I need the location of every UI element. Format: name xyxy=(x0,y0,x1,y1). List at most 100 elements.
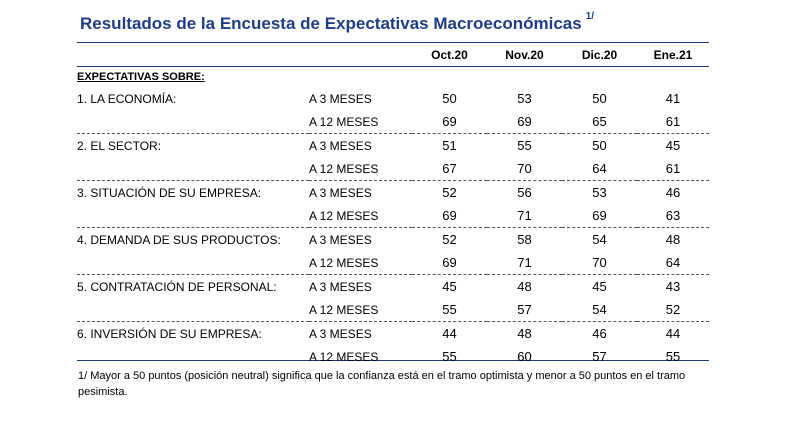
column-header: Ene.21 xyxy=(653,47,693,62)
value-cell: 67 xyxy=(412,157,487,181)
value-cell: 48 xyxy=(517,279,532,294)
column-header: Dic.20 xyxy=(581,47,618,62)
horizon-label: A 12 MESES xyxy=(309,204,412,228)
table-bottom-rule xyxy=(77,360,709,361)
table-row: 1. LA ECONOMÍA: A 3 MESES 50 53 50 41 xyxy=(77,87,709,110)
value-cell: 53 xyxy=(592,185,607,200)
category-label-empty xyxy=(77,251,309,275)
table-row: 3. SITUACIÓN DE SU EMPRESA: A 3 MESES 52 56… xyxy=(77,181,709,205)
value-cell: 55 xyxy=(517,138,532,153)
column-header: Oct.20 xyxy=(431,47,468,62)
value-cell: 45 xyxy=(665,138,681,153)
table-top-rule xyxy=(77,42,709,43)
page-title: Resultados de la Encuesta de Expectativa… xyxy=(80,11,595,34)
value-cell: 44 xyxy=(442,326,457,341)
value-cell: 54 xyxy=(592,232,607,247)
value-cell: 69 xyxy=(562,204,637,228)
category-label-empty xyxy=(77,298,309,322)
horizon-label: A 12 MESES xyxy=(309,251,412,275)
value-cell: 61 xyxy=(637,157,709,181)
value-cell: 46 xyxy=(592,326,607,341)
value-cell: 69 xyxy=(412,251,487,275)
horizon-label: A 3 MESES xyxy=(309,232,372,247)
value-cell: 45 xyxy=(442,279,457,294)
horizon-label: A 3 MESES xyxy=(309,185,372,200)
value-cell: 57 xyxy=(487,298,562,322)
value-cell: 51 xyxy=(442,138,457,153)
horizon-label: A 3 MESES xyxy=(309,326,372,341)
value-cell: 69 xyxy=(487,110,562,134)
value-cell: 48 xyxy=(665,232,681,247)
value-cell: 56 xyxy=(517,185,532,200)
value-cell: 69 xyxy=(412,204,487,228)
section-row: EXPECTATIVAS SOBRE: xyxy=(77,66,709,87)
value-cell: 43 xyxy=(665,279,681,294)
category-label: 2. EL SECTOR: xyxy=(77,138,162,153)
expectations-table: Oct.20 Nov.20 Dic.20 Ene.21 EXPECTATIVAS… xyxy=(77,43,709,368)
category-label-empty xyxy=(77,345,309,368)
value-cell: 55 xyxy=(412,298,487,322)
table-row: 6. INVERSIÓN DE SU EMPRESA: A 3 MESES 44 48… xyxy=(77,322,709,346)
table-row: A 12 MESES 69 71 69 63 xyxy=(77,204,709,228)
value-cell: 50 xyxy=(592,91,607,106)
table-row: A 12 MESES 55 57 54 52 xyxy=(77,298,709,322)
value-cell: 41 xyxy=(665,91,681,106)
table-header-row: Oct.20 Nov.20 Dic.20 Ene.21 xyxy=(77,43,709,66)
value-cell: 52 xyxy=(637,298,709,322)
value-cell: 53 xyxy=(517,91,532,106)
horizon-label: A 3 MESES xyxy=(309,138,372,153)
value-cell: 63 xyxy=(637,204,709,228)
table-body: EXPECTATIVAS SOBRE: 1. LA ECONOMÍA: A 3 M… xyxy=(77,66,709,368)
category-label: 6. INVERSIÓN DE SU EMPRESA: xyxy=(77,326,262,341)
column-header: Nov.20 xyxy=(505,47,544,62)
horizon-label: A 12 MESES xyxy=(309,349,379,364)
category-label-empty xyxy=(77,157,309,181)
value-cell: 70 xyxy=(487,157,562,181)
horizon-label: A 12 MESES xyxy=(309,157,412,181)
value-cell: 57 xyxy=(592,349,607,364)
value-cell: 45 xyxy=(592,279,607,294)
title-text: Resultados de la Encuesta de Expectativa… xyxy=(80,14,582,33)
horizon-label: A 12 MESES xyxy=(309,298,412,322)
category-label: 3. SITUACIÓN DE SU EMPRESA: xyxy=(77,185,262,200)
category-label: 1. LA ECONOMÍA: xyxy=(77,91,177,106)
value-cell: 50 xyxy=(592,138,607,153)
value-cell: 65 xyxy=(562,110,637,134)
table-row: A 12 MESES 69 71 70 64 xyxy=(77,251,709,275)
value-cell: 64 xyxy=(637,251,709,275)
value-cell: 44 xyxy=(665,326,681,341)
category-label-empty xyxy=(77,110,309,134)
value-cell: 69 xyxy=(412,110,487,134)
value-cell: 71 xyxy=(487,204,562,228)
title-footnote-ref: 1/ xyxy=(585,11,595,23)
value-cell: 52 xyxy=(442,185,457,200)
table-row: A 12 MESES 55 60 57 55 xyxy=(77,345,709,368)
value-cell: 54 xyxy=(562,298,637,322)
value-cell: 60 xyxy=(517,349,532,364)
category-label-empty xyxy=(77,204,309,228)
value-cell: 58 xyxy=(517,232,532,247)
value-cell: 52 xyxy=(442,232,457,247)
table-header-rule xyxy=(77,66,709,67)
value-cell: 48 xyxy=(517,326,532,341)
value-cell: 71 xyxy=(487,251,562,275)
value-cell: 55 xyxy=(665,349,681,364)
table-row: A 12 MESES 67 70 64 61 xyxy=(77,157,709,181)
value-cell: 64 xyxy=(562,157,637,181)
table-row: A 12 MESES 69 69 65 61 xyxy=(77,110,709,134)
value-cell: 55 xyxy=(442,349,457,364)
category-label: 5. CONTRATACIÓN DE PERSONAL: xyxy=(77,279,277,294)
horizon-label: A 12 MESES xyxy=(309,110,412,134)
category-label: 4. DEMANDA DE SUS PRODUCTOS: xyxy=(77,232,281,247)
footnote: 1/ Mayor a 50 puntos (posición neutral) … xyxy=(78,370,686,398)
value-cell: 70 xyxy=(562,251,637,275)
section-label: EXPECTATIVAS SOBRE: xyxy=(77,70,205,83)
value-cell: 50 xyxy=(442,91,457,106)
table-row: 4. DEMANDA DE SUS PRODUCTOS: A 3 MESES 52 5… xyxy=(77,228,709,252)
horizon-label: A 3 MESES xyxy=(309,279,372,294)
table-row: 5. CONTRATACIÓN DE PERSONAL: A 3 MESES 45 4… xyxy=(77,275,709,299)
table-row: 2. EL SECTOR: A 3 MESES 51 55 50 45 xyxy=(77,134,709,158)
horizon-label: A 3 MESES xyxy=(309,91,372,106)
value-cell: 61 xyxy=(637,110,709,134)
value-cell: 46 xyxy=(665,185,681,200)
